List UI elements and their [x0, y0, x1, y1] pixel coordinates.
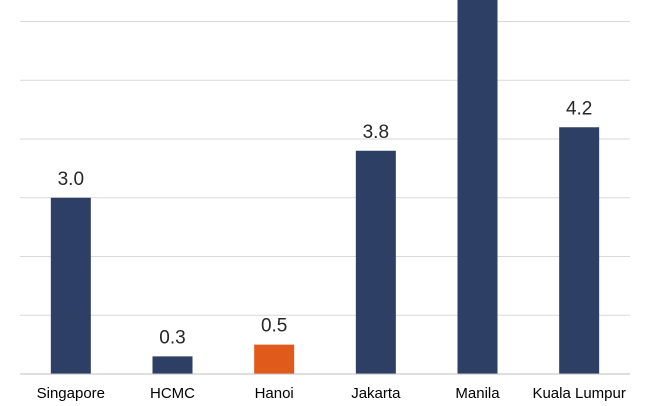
gridlines	[20, 21, 630, 316]
bar-hcmc	[152, 356, 193, 374]
bars	[50, 0, 600, 374]
bar-kuala-lumpur	[559, 127, 600, 374]
x-tick-label: Manila	[455, 385, 500, 402]
data-label: 0.3	[159, 327, 185, 348]
data-label: 3.8	[363, 122, 389, 143]
x-tick-label: Kuala Lumpur	[532, 385, 625, 402]
x-tick-label: Singapore	[37, 385, 105, 402]
data-label: 4.2	[566, 98, 592, 119]
x-tick-label: Jakarta	[351, 385, 401, 402]
x-tick-label: Hanoi	[255, 385, 294, 402]
bar-singapore	[50, 197, 91, 374]
x-tick-label: HCMC	[150, 385, 195, 402]
data-label: 0.5	[261, 316, 287, 337]
category-tick-labels: Singapore HCMC Hanoi Jakarta Manila Kuala Lum…	[37, 385, 626, 402]
bar-manila	[457, 0, 498, 374]
data-label: 3.0	[58, 169, 84, 190]
bar-hanoi	[254, 344, 295, 374]
data-labels: 3.0 0.3 0.5 3.8 4.2	[58, 98, 593, 348]
bar-jakarta	[355, 150, 396, 374]
